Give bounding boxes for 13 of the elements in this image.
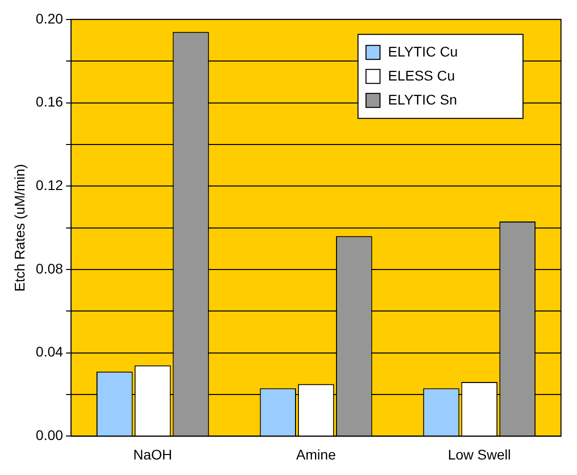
y-tick-label: 0.08: [36, 260, 64, 276]
y-axis-title: Etch Rates (uM/min): [11, 164, 28, 292]
x-tick-label: Low Swell: [448, 446, 511, 462]
y-tick-label: 0.16: [36, 94, 64, 110]
x-tick-label: Amine: [296, 446, 336, 462]
y-tick-label: 0.20: [36, 10, 64, 26]
legend-label: ELYTIC Cu: [388, 43, 458, 60]
x-tick-label: NaOH: [133, 446, 172, 462]
legend-label: ELYTIC Sn: [388, 91, 457, 108]
y-tick-label: 0.00: [36, 427, 64, 444]
y-tick-label: 0.04: [36, 344, 64, 360]
y-tick-label: 0.12: [36, 176, 64, 193]
legend-label: ELESS Cu: [388, 67, 455, 84]
